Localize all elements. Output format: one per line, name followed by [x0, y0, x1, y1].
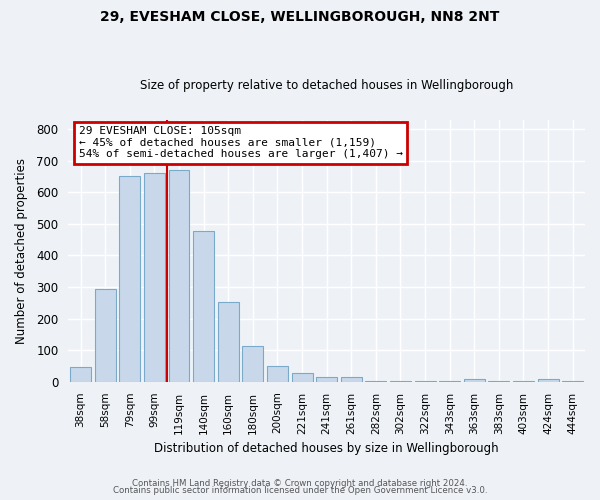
Bar	[169, 170, 190, 382]
Bar	[144, 173, 165, 382]
Bar	[365, 380, 386, 382]
Bar	[415, 380, 436, 382]
Bar	[218, 302, 239, 382]
X-axis label: Distribution of detached houses by size in Wellingborough: Distribution of detached houses by size …	[154, 442, 499, 455]
Bar	[390, 380, 411, 382]
Bar	[267, 366, 288, 382]
Bar	[439, 380, 460, 382]
Bar	[95, 289, 116, 382]
Bar	[193, 231, 214, 382]
Bar	[464, 380, 485, 382]
Bar	[488, 380, 509, 382]
Text: Contains HM Land Registry data © Crown copyright and database right 2024.: Contains HM Land Registry data © Crown c…	[132, 478, 468, 488]
Title: Size of property relative to detached houses in Wellingborough: Size of property relative to detached ho…	[140, 79, 514, 92]
Text: Contains public sector information licensed under the Open Government Licence v3: Contains public sector information licen…	[113, 486, 487, 495]
Bar	[119, 176, 140, 382]
Bar	[242, 346, 263, 382]
Bar	[538, 380, 559, 382]
Bar	[292, 373, 313, 382]
Bar	[70, 366, 91, 382]
Text: 29, EVESHAM CLOSE, WELLINGBOROUGH, NN8 2NT: 29, EVESHAM CLOSE, WELLINGBOROUGH, NN8 2…	[100, 10, 500, 24]
Bar	[316, 377, 337, 382]
Bar	[513, 380, 534, 382]
Bar	[562, 380, 583, 382]
Text: 29 EVESHAM CLOSE: 105sqm
← 45% of detached houses are smaller (1,159)
54% of sem: 29 EVESHAM CLOSE: 105sqm ← 45% of detach…	[79, 126, 403, 160]
Y-axis label: Number of detached properties: Number of detached properties	[15, 158, 28, 344]
Bar	[341, 377, 362, 382]
